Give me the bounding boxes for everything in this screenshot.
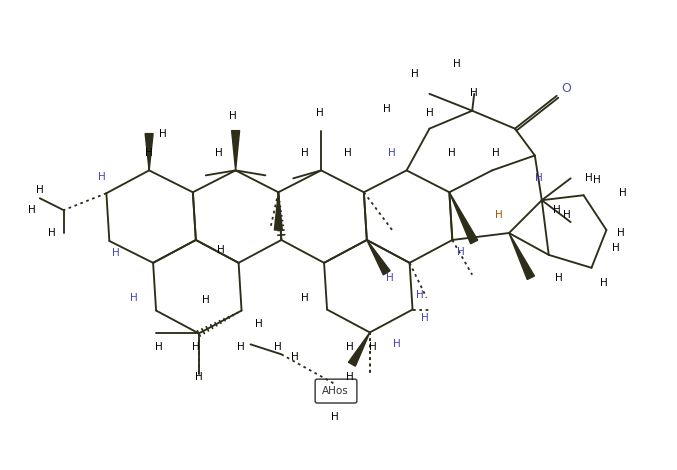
Polygon shape bbox=[509, 233, 534, 280]
Text: H: H bbox=[585, 173, 592, 183]
Text: H: H bbox=[553, 205, 561, 215]
Text: H: H bbox=[346, 342, 354, 352]
Text: H: H bbox=[383, 104, 391, 114]
Text: H: H bbox=[420, 313, 429, 322]
Text: H: H bbox=[458, 247, 465, 257]
Text: H: H bbox=[237, 342, 244, 352]
Polygon shape bbox=[349, 332, 370, 366]
Text: H: H bbox=[411, 69, 418, 79]
Text: H: H bbox=[255, 320, 263, 329]
Text: H: H bbox=[471, 88, 478, 98]
Polygon shape bbox=[367, 240, 390, 275]
Text: H: H bbox=[344, 149, 352, 158]
FancyBboxPatch shape bbox=[315, 379, 357, 403]
Text: H: H bbox=[454, 59, 461, 69]
Text: H: H bbox=[600, 278, 607, 288]
Text: H: H bbox=[146, 149, 153, 158]
Text: H: H bbox=[613, 243, 620, 253]
Text: H: H bbox=[331, 412, 339, 422]
Text: H: H bbox=[555, 273, 563, 283]
Text: O: O bbox=[562, 82, 571, 95]
Text: H: H bbox=[535, 173, 543, 183]
Text: AHos: AHos bbox=[322, 386, 349, 396]
Text: H: H bbox=[217, 245, 225, 255]
Text: H: H bbox=[301, 293, 309, 303]
Text: H: H bbox=[316, 108, 324, 118]
Text: H: H bbox=[448, 149, 456, 158]
Text: H: H bbox=[492, 149, 500, 158]
Text: H: H bbox=[388, 149, 395, 158]
Text: H: H bbox=[495, 210, 503, 220]
Text: H: H bbox=[274, 342, 282, 352]
Text: H: H bbox=[155, 342, 163, 352]
Text: H: H bbox=[369, 342, 376, 352]
Text: H: H bbox=[619, 188, 627, 198]
Text: H: H bbox=[563, 210, 571, 220]
Text: H: H bbox=[617, 228, 625, 238]
Text: H: H bbox=[215, 149, 223, 158]
Text: H: H bbox=[426, 108, 433, 118]
Text: H: H bbox=[195, 372, 202, 382]
Text: H: H bbox=[202, 295, 210, 305]
Text: H: H bbox=[393, 339, 401, 349]
Text: H: H bbox=[28, 205, 36, 215]
Polygon shape bbox=[232, 131, 240, 171]
Text: H: H bbox=[131, 293, 138, 303]
Text: H: H bbox=[301, 149, 309, 158]
Text: H: H bbox=[346, 372, 354, 382]
Text: H: H bbox=[592, 175, 600, 185]
Text: H: H bbox=[48, 228, 56, 238]
Text: H: H bbox=[112, 248, 121, 258]
Text: H: H bbox=[416, 290, 423, 300]
Text: H: H bbox=[159, 129, 167, 139]
Polygon shape bbox=[145, 133, 153, 171]
Polygon shape bbox=[450, 192, 478, 244]
Text: H: H bbox=[192, 342, 200, 352]
Text: H: H bbox=[291, 352, 299, 362]
Polygon shape bbox=[274, 192, 282, 230]
Text: H: H bbox=[386, 273, 393, 283]
Text: H: H bbox=[229, 111, 236, 121]
Text: H: H bbox=[97, 172, 106, 182]
Text: H: H bbox=[36, 185, 43, 195]
